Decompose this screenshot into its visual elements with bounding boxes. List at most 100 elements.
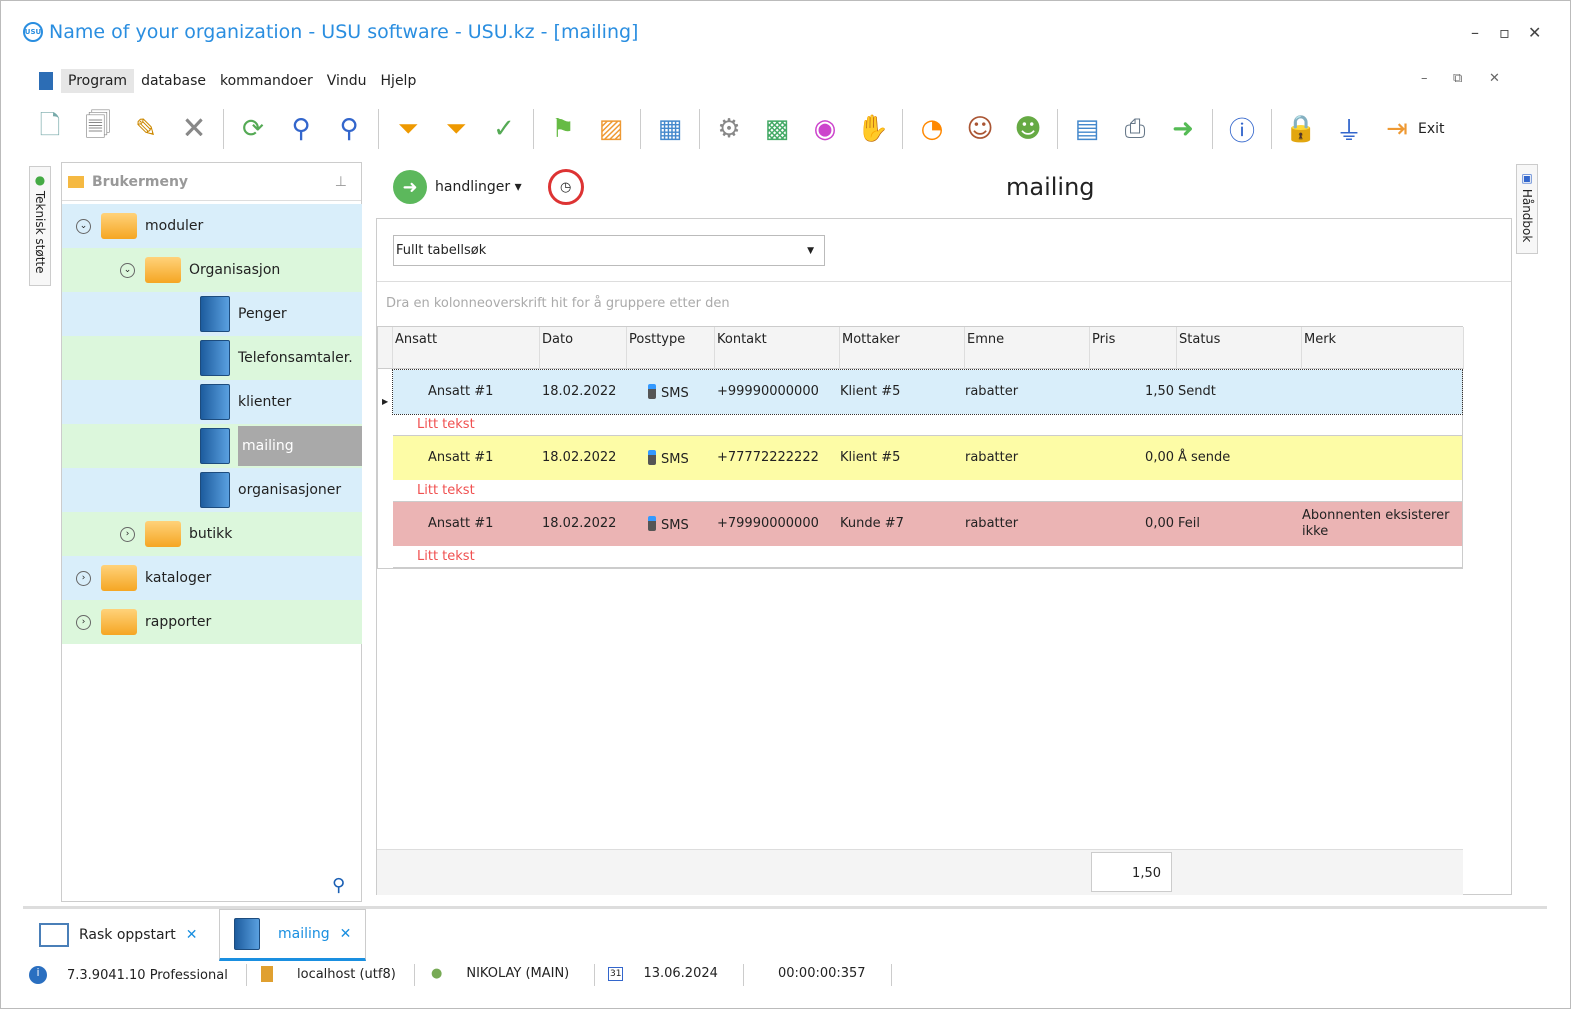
cell-posttype: SMS: [648, 450, 689, 467]
exit-button[interactable]: ⇥: [1386, 114, 1408, 144]
cell-merk: Abonnenten eksisterer ikke: [1302, 508, 1452, 540]
column-header-ansatt[interactable]: Ansatt: [393, 327, 540, 369]
tree-node-kataloger[interactable]: › kataloger: [62, 556, 362, 600]
menu-database[interactable]: database: [141, 73, 206, 89]
app-book-icon: [39, 72, 53, 90]
delete-doc-button[interactable]: 🗙: [184, 111, 204, 141]
info-button[interactable]: ⓘ: [1228, 116, 1255, 147]
status-text: Feil: [1178, 516, 1200, 531]
color-wheel-button[interactable]: ◉: [813, 114, 837, 144]
lock-button[interactable]: 🔒: [1284, 114, 1318, 144]
collapse-icon[interactable]: ⌄: [120, 262, 135, 278]
tree-node-rapporter[interactable]: › rapporter: [62, 600, 362, 644]
column-header-dato[interactable]: Dato: [540, 327, 627, 369]
tree-node-klienter[interactable]: klienter: [62, 380, 362, 424]
handbook-tab[interactable]: ▣ Håndbok: [1516, 164, 1538, 254]
folder-icon: [145, 521, 181, 547]
close-button[interactable]: ✕: [1528, 23, 1542, 42]
tree-search-icon[interactable]: ⚲: [332, 875, 346, 896]
flag-button[interactable]: ⚑: [551, 114, 575, 144]
collapse-icon[interactable]: ⌄: [76, 218, 91, 234]
arrow-right-button[interactable]: ➜: [1172, 114, 1194, 144]
hand-button[interactable]: ✋: [856, 114, 890, 144]
minimize-button[interactable]: –: [1471, 23, 1479, 42]
filter-button[interactable]: ⏷: [397, 113, 419, 144]
current-row-indicator-icon: ▶: [382, 397, 389, 406]
table-row[interactable]: Ansatt #1 18.02.2022 SMS +77772222222 Klient…: [393, 436, 1462, 480]
table-row[interactable]: Ansatt #1 18.02.2022 SMS +99990000000 Klient…: [392, 369, 1463, 415]
search-table-button[interactable]: ⚲: [339, 114, 359, 144]
search-button[interactable]: ⚲: [291, 114, 311, 144]
expand-icon[interactable]: ›: [76, 614, 91, 630]
cell-emne: rabatter: [965, 384, 1018, 399]
maximize-button[interactable]: ▫: [1499, 23, 1510, 42]
rss-button[interactable]: ◔: [920, 114, 944, 144]
column-header-merk[interactable]: Merk: [1302, 327, 1464, 369]
tab-rask-oppstart[interactable]: Rask oppstart ✕: [25, 909, 212, 961]
table-button[interactable]: ▤: [1074, 114, 1100, 144]
mdi-restore-button[interactable]: ⧉: [1453, 71, 1463, 86]
gear-button[interactable]: ⚙: [717, 114, 741, 144]
tab-close-icon[interactable]: ✕: [339, 926, 352, 942]
column-header-status[interactable]: Status: [1177, 327, 1302, 369]
cell-emne: rabatter: [965, 516, 1018, 531]
tree-node-moduler[interactable]: ⌄ moduler: [62, 204, 362, 248]
kontakt-text: +79990000000: [717, 516, 819, 531]
search-mode-select[interactable]: Fullt tabellsøk ▼: [393, 235, 825, 266]
expand-icon[interactable]: ›: [120, 526, 135, 542]
exit-label[interactable]: Exit: [1418, 121, 1445, 137]
printer-button[interactable]: ⎙: [1124, 113, 1146, 144]
user-key-button[interactable]: ☺: [966, 114, 994, 144]
expand-icon[interactable]: ›: [76, 570, 91, 586]
table-row[interactable]: Ansatt #1 18.02.2022 SMS +79990000000 Kunde …: [393, 502, 1462, 546]
mdi-minimize-button[interactable]: –: [1421, 71, 1428, 86]
menu-hjelp[interactable]: Hjelp: [380, 73, 417, 89]
column-header-kontakt[interactable]: Kontakt: [715, 327, 840, 369]
cell-status: Feil: [1178, 516, 1200, 531]
filter-check-button[interactable]: ✓: [493, 114, 515, 144]
grid-footer: 1,50: [377, 849, 1463, 895]
cell-ansatt: Ansatt #1: [428, 516, 493, 531]
tree-node-butikk[interactable]: › butikk: [62, 512, 362, 556]
toolbar-separator: [1271, 109, 1272, 149]
tech-support-tab[interactable]: ● Teknisk støtte: [29, 166, 51, 286]
main-panel: Fullt tabellsøk ▼ Dra en kolonneoverskrif…: [376, 218, 1512, 895]
edit-doc-button[interactable]: ✎: [135, 114, 157, 144]
refresh-button[interactable]: ⟳: [242, 114, 264, 144]
cell-pris: 1,50: [1145, 384, 1174, 399]
node-label: kataloger: [145, 570, 212, 586]
menu-kommandoer[interactable]: kommandoer: [220, 73, 313, 89]
column-header-posttype[interactable]: Posttype: [627, 327, 715, 369]
mottaker-text: Klient #5: [840, 384, 901, 399]
tree-node-organisasjon[interactable]: ⌄ Organisasjon: [62, 248, 362, 292]
tab-mailing[interactable]: mailing ✕: [219, 909, 367, 961]
toolbar-separator: [223, 109, 224, 149]
menu-program[interactable]: Program: [61, 69, 135, 93]
tree-header: Brukermeny ⊥: [62, 163, 361, 201]
mdi-close-button[interactable]: ✕: [1489, 71, 1500, 86]
folder-icon: [145, 257, 181, 283]
column-header-emne[interactable]: Emne: [965, 327, 1090, 369]
tree-node-organisasjoner[interactable]: organisasjoner: [62, 468, 362, 512]
book-icon: [200, 296, 230, 332]
menu-vindu[interactable]: Vindu: [326, 73, 367, 89]
column-filter-button[interactable]: ⏷: [445, 113, 467, 144]
go-arrow-icon[interactable]: ➜: [393, 170, 427, 204]
tree-node-telefonsamtaler[interactable]: Telefonsamtaler.: [62, 336, 362, 380]
tree-node-penger[interactable]: Penger: [62, 292, 362, 336]
copy-doc-button[interactable]: 🗐: [85, 111, 111, 141]
actions-dropdown[interactable]: handlinger ▾: [435, 179, 522, 195]
phone-icon: [648, 384, 656, 399]
tab-close-icon[interactable]: ✕: [185, 927, 198, 943]
image-button[interactable]: ▨: [598, 114, 624, 144]
column-header-mottaker[interactable]: Mottaker: [840, 327, 965, 369]
plug-button[interactable]: ⏚: [1335, 116, 1362, 147]
pin-icon[interactable]: ⊥: [334, 173, 347, 190]
users-button[interactable]: ☻: [1014, 114, 1042, 144]
clock-icon[interactable]: ◷: [547, 169, 584, 205]
map-button[interactable]: ▩: [764, 114, 790, 144]
tree-node-mailing[interactable]: mailing: [62, 424, 362, 468]
grid-button[interactable]: ▦: [657, 114, 683, 144]
column-header-pris[interactable]: Pris: [1090, 327, 1177, 369]
new-doc-button[interactable]: 🗋: [39, 111, 61, 141]
